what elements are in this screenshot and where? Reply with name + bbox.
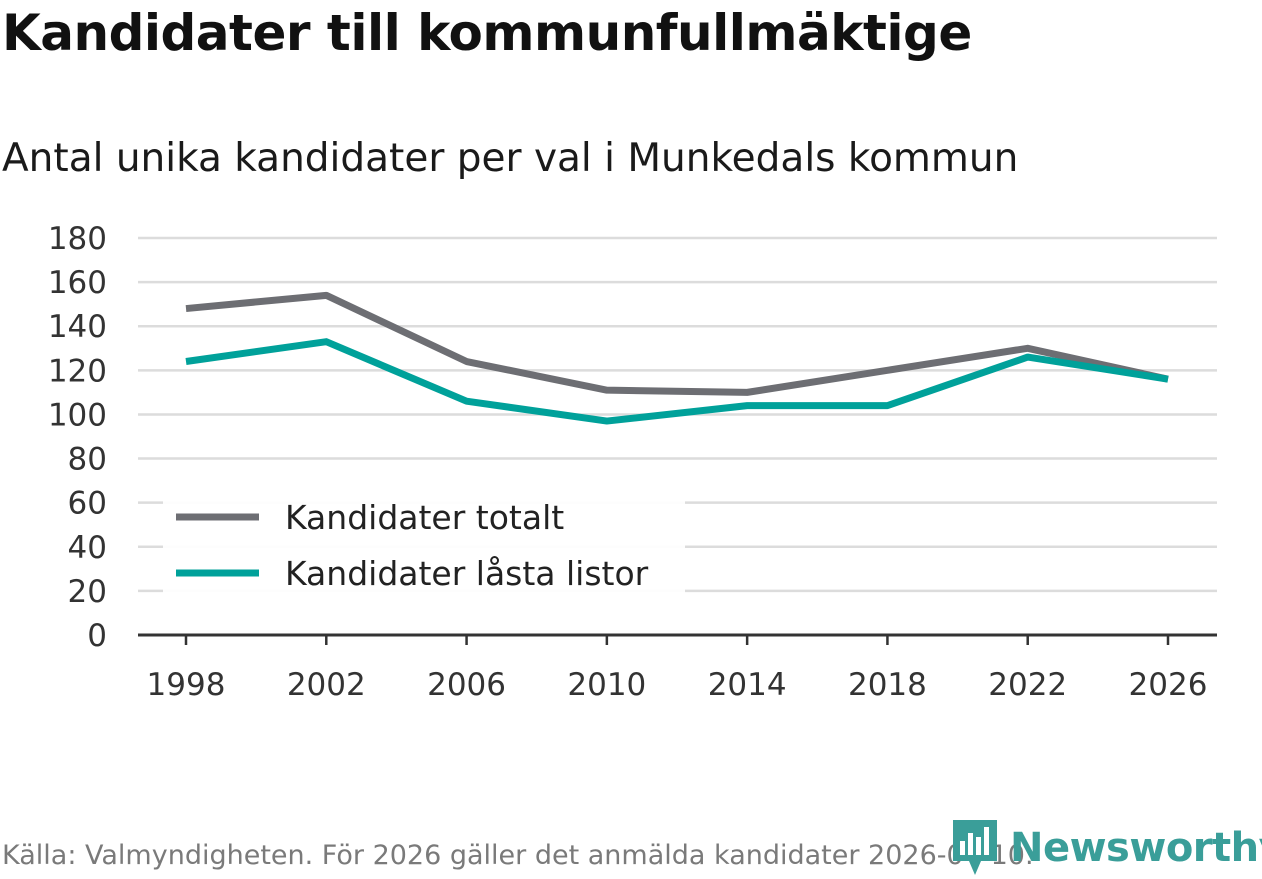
x-axis-ticks: 1998 2002 2006 2010 2014 2018 2022 2026: [147, 635, 1208, 703]
x-tick-label: 2026: [1129, 667, 1208, 703]
brand-logo: Newsworthy: [950, 818, 1262, 878]
y-tick-label: 160: [48, 265, 107, 301]
x-tick-label: 2018: [848, 667, 927, 703]
source-note: Källa: Valmyndigheten. För 2026 gäller d…: [2, 840, 1034, 871]
y-tick-label: 0: [87, 618, 107, 654]
y-tick-label: 80: [68, 442, 107, 478]
y-tick-label: 40: [68, 530, 107, 566]
logo-bar-4: [984, 827, 989, 855]
chart-subtitle: Antal unika kandidater per val i Munkeda…: [2, 136, 1019, 181]
x-tick-label: 2010: [567, 667, 646, 703]
logo-bar-1: [960, 841, 965, 855]
y-tick-label: 100: [48, 397, 107, 433]
x-tick-label: 1998: [147, 667, 226, 703]
x-tick-label: 2022: [988, 667, 1067, 703]
series-lines: [185, 291, 1169, 425]
chart-title: Kandidater till kommunfullmäktige: [2, 4, 972, 62]
y-axis-ticks: 0 20 40 60 80 100 120 140 160 180: [48, 221, 107, 654]
y-tick-label: 20: [68, 574, 107, 610]
series-line-1: [185, 291, 1169, 396]
x-tick-label: 2002: [287, 667, 366, 703]
x-tick-label: 2014: [708, 667, 787, 703]
legend-background: [163, 496, 685, 596]
y-tick-label: 120: [48, 353, 107, 389]
logo-bar-3: [976, 837, 981, 855]
newsworthy-logo-icon: [953, 820, 997, 875]
y-tick-label: 60: [68, 486, 107, 522]
y-tick-label: 140: [48, 309, 107, 345]
logo-bar-2: [968, 833, 973, 855]
series-line-2: [185, 338, 1169, 425]
y-tick-label: 180: [48, 221, 107, 257]
brand-name: Newsworthy: [1010, 825, 1262, 871]
logo-badge: [953, 820, 997, 875]
legend: Kandidater totalt Kandidater låsta listor: [163, 496, 685, 596]
x-tick-label: 2006: [427, 667, 506, 703]
legend-label-2: Kandidater låsta listor: [285, 554, 649, 593]
legend-label-1: Kandidater totalt: [285, 498, 564, 537]
